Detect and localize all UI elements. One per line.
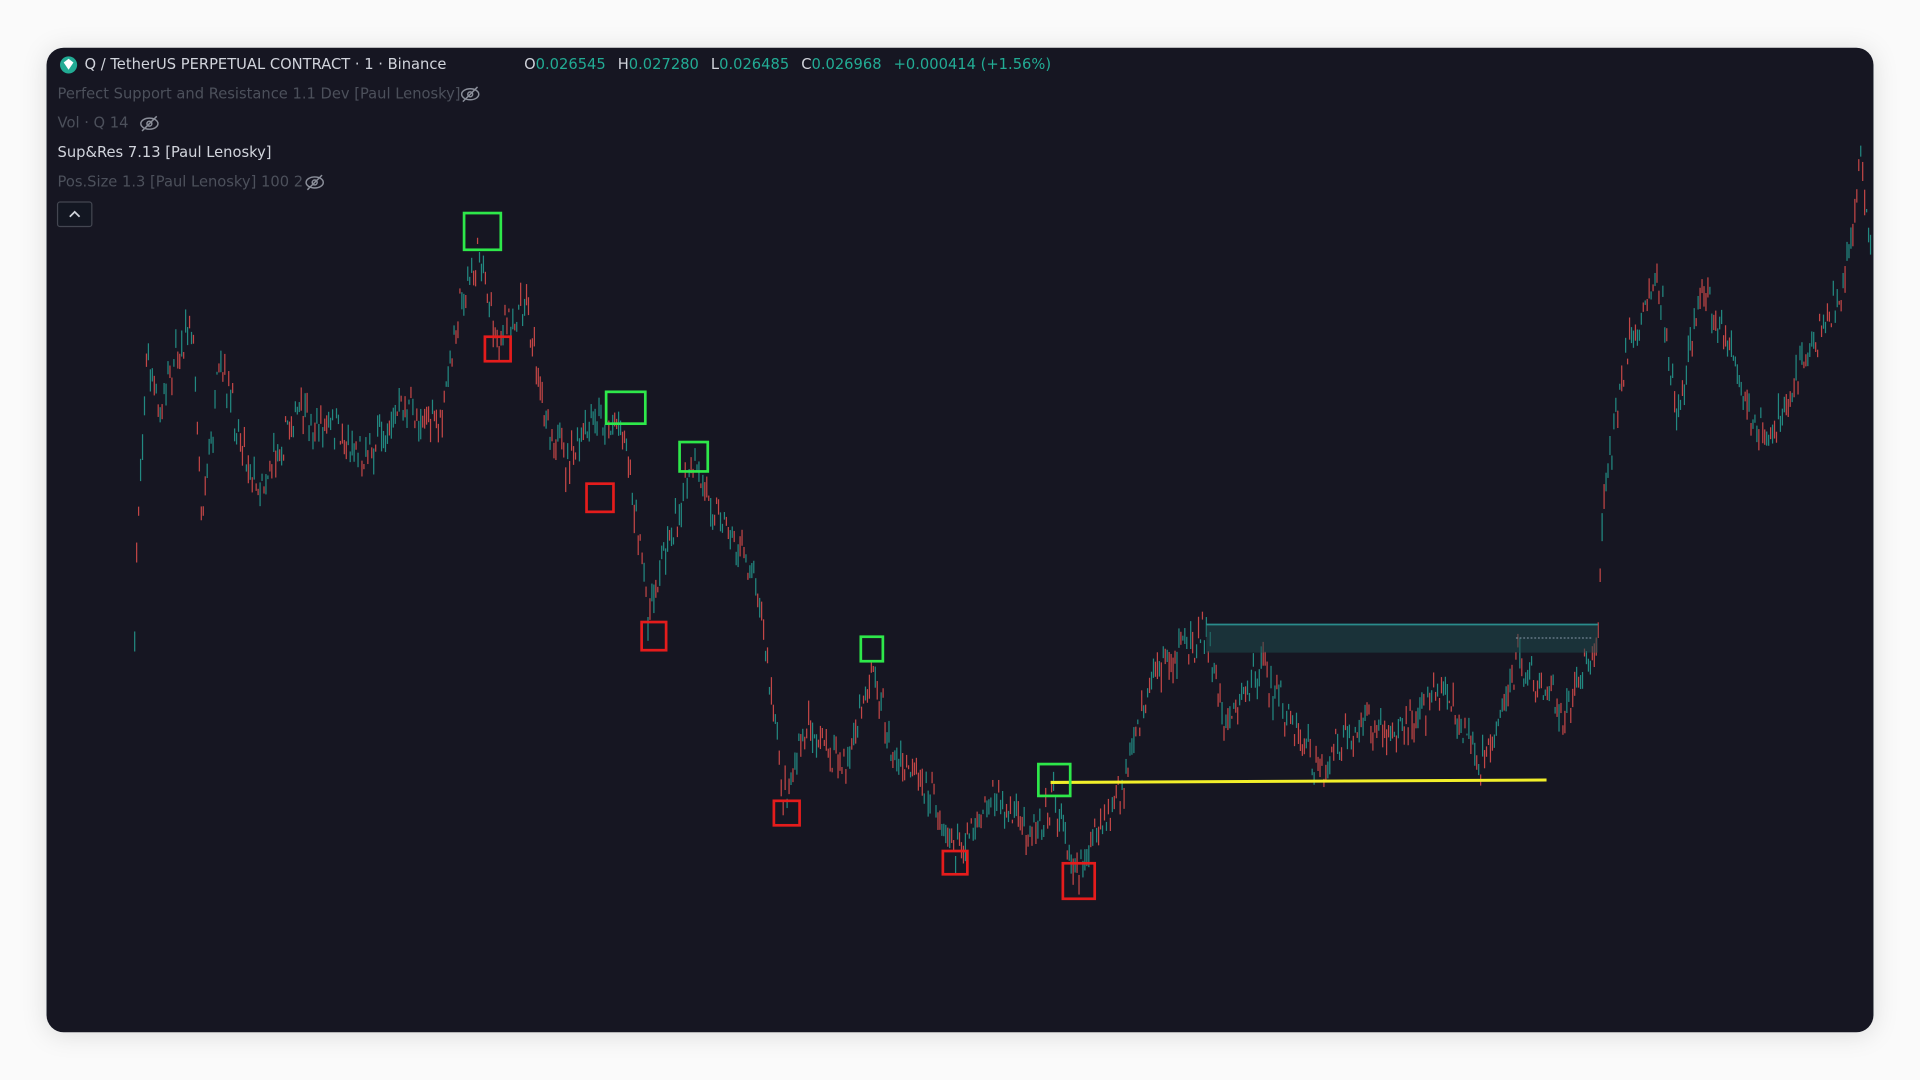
support-line <box>1050 778 1547 784</box>
high-box <box>1037 762 1072 798</box>
price-candles <box>134 145 1872 895</box>
indicator-label[interactable]: Vol · Q 14 <box>58 115 129 132</box>
swing-lows <box>483 335 1097 901</box>
indicator-label[interactable]: Pos.Size 1.3 [Paul Lenosky] 100 2 <box>58 173 304 190</box>
ohlc-key: L <box>711 56 720 73</box>
change-value: +0.000414 (+1.56%) <box>894 56 1051 73</box>
eye-off-icon[interactable] <box>305 174 324 191</box>
high-box <box>678 440 710 473</box>
symbol-icon-mark <box>63 58 74 70</box>
high-box <box>462 211 503 252</box>
ohlc-values: O0.026545 H0.027280 L0.026485 C0.026968 … <box>524 56 1051 73</box>
low-box <box>585 482 615 514</box>
eye-off-icon[interactable] <box>460 86 480 103</box>
high-box <box>604 390 647 426</box>
low-box <box>941 849 969 876</box>
eye-off-icon[interactable] <box>140 115 159 132</box>
resistance-zone <box>1206 624 1598 653</box>
low-box <box>1061 861 1097 901</box>
high-box <box>859 635 885 663</box>
collapse-button[interactable] <box>56 201 93 228</box>
collapse-chevron <box>69 210 81 218</box>
indicator-label[interactable]: Perfect Support and Resistance 1.1 Dev [… <box>58 85 461 102</box>
ohlc-key: O <box>524 56 536 73</box>
ohlc-value: 0.027280 <box>629 56 699 73</box>
chart-panel <box>46 47 1874 1033</box>
ohlc-key: H <box>618 56 629 73</box>
swing-highs <box>462 211 1072 798</box>
low-box <box>483 335 512 363</box>
indicator-label[interactable]: Sup&Res 7.13 [Paul Lenosky] <box>58 144 272 161</box>
low-box <box>640 620 668 652</box>
symbol-title[interactable]: Q / TetherUS PERPETUAL CONTRACT · 1 · Bi… <box>84 56 446 73</box>
ohlc-key: C <box>801 56 811 73</box>
low-box <box>772 799 801 827</box>
hidden-icons <box>140 86 480 191</box>
ohlc-value: 0.026968 <box>811 56 881 73</box>
ohlc-value: 0.026545 <box>536 56 606 73</box>
ohlc-value: 0.026485 <box>719 56 789 73</box>
